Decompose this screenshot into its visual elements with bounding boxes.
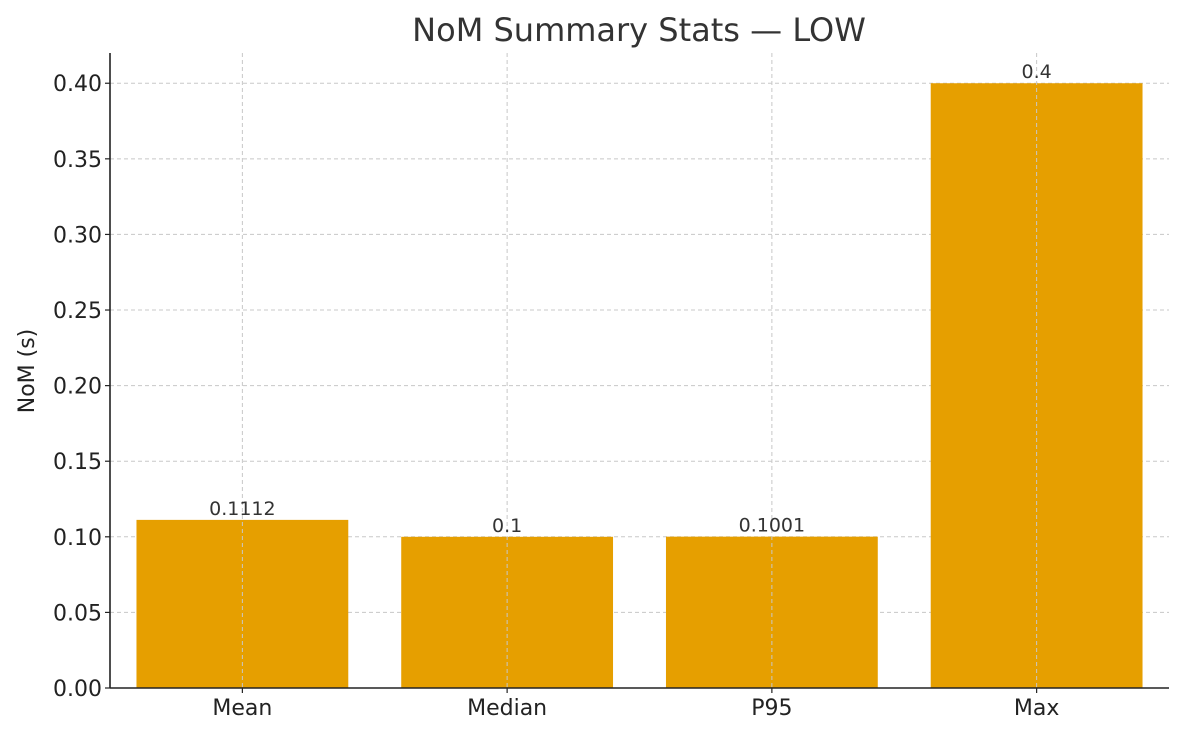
data-label: 0.4: [1022, 61, 1052, 83]
bar-mean: [136, 519, 349, 688]
vertical-grid-layer: [241, 53, 1038, 688]
y-tick-label: 0.25: [53, 299, 102, 324]
y-tick-label: 0.40: [53, 72, 102, 97]
y-axis-label: NoM (s): [15, 329, 40, 414]
y-tick-label: 0.00: [53, 677, 102, 702]
data-label: 0.1112: [209, 498, 275, 520]
x-tick-label: P95: [751, 696, 792, 721]
labels-layer: 0.00 0.05 0.10 0.15 0.20 0.25 0.30 0.35 0.40 Mean…: [53, 61, 1059, 721]
x-tick-label: Max: [1014, 696, 1059, 721]
data-label: 0.1: [492, 515, 522, 537]
chart-title: NoM Summary Stats — LOW: [412, 11, 866, 49]
y-tick-label: 0.20: [53, 375, 102, 400]
y-tick-label: 0.05: [53, 601, 102, 626]
y-tick-label: 0.30: [53, 223, 102, 248]
data-label: 0.1001: [739, 515, 805, 537]
y-tick-label: 0.10: [53, 526, 102, 551]
x-tick-label: Median: [467, 696, 547, 721]
x-tick-label: Mean: [212, 696, 272, 721]
y-tick-label: 0.35: [53, 148, 102, 173]
axes-layer: [105, 53, 1169, 693]
y-tick-label: 0.15: [53, 450, 102, 475]
